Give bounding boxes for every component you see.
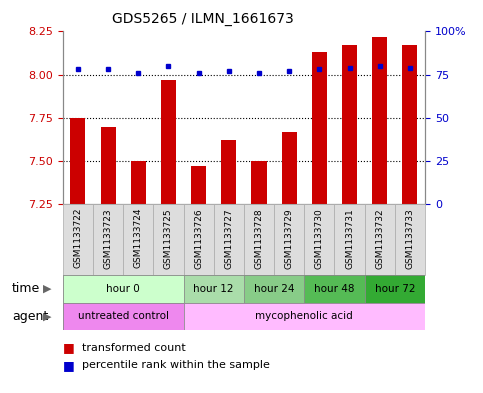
Bar (365, 204, 395, 275)
Bar (100, 127, 115, 204)
Bar (304, 204, 334, 275)
Bar (161, 80, 176, 204)
Bar (342, 45, 357, 204)
Bar (213, 204, 244, 275)
Bar (334, 204, 365, 275)
Text: ■: ■ (63, 341, 74, 354)
Bar (184, 303, 425, 330)
Bar (282, 132, 297, 204)
Bar (93, 204, 123, 275)
Bar (63, 204, 93, 275)
Bar (244, 204, 274, 275)
Text: GDS5265 / ILMN_1661673: GDS5265 / ILMN_1661673 (112, 12, 294, 26)
Text: mycophenolic acid: mycophenolic acid (256, 311, 353, 321)
Bar (395, 204, 425, 275)
Text: GSM1133722: GSM1133722 (73, 208, 83, 268)
Text: hour 24: hour 24 (254, 284, 294, 294)
Text: GSM1133728: GSM1133728 (255, 208, 264, 268)
Bar (154, 204, 184, 275)
Text: ■: ■ (63, 359, 74, 372)
Bar (184, 275, 244, 303)
Text: hour 12: hour 12 (194, 284, 234, 294)
Text: percentile rank within the sample: percentile rank within the sample (82, 360, 270, 371)
Bar (274, 204, 304, 275)
Bar (304, 275, 365, 303)
Text: transformed count: transformed count (82, 343, 186, 353)
Text: hour 48: hour 48 (314, 284, 355, 294)
Bar (191, 166, 206, 204)
Text: hour 0: hour 0 (106, 284, 140, 294)
Bar (123, 204, 154, 275)
Text: GSM1133727: GSM1133727 (224, 208, 233, 268)
Bar (372, 37, 387, 204)
Text: GSM1133723: GSM1133723 (103, 208, 113, 268)
Bar (63, 275, 184, 303)
Text: agent: agent (12, 310, 48, 323)
Bar (244, 275, 304, 303)
Bar (131, 161, 146, 204)
Text: GSM1133732: GSM1133732 (375, 208, 384, 268)
Bar (184, 204, 213, 275)
Text: GSM1133729: GSM1133729 (284, 208, 294, 268)
Text: hour 72: hour 72 (375, 284, 415, 294)
Text: ▶: ▶ (43, 284, 52, 294)
Bar (71, 118, 85, 204)
Bar (221, 140, 236, 204)
Text: ▶: ▶ (43, 311, 52, 321)
Text: GSM1133730: GSM1133730 (315, 208, 324, 269)
Text: GSM1133731: GSM1133731 (345, 208, 354, 269)
Text: untreated control: untreated control (78, 311, 169, 321)
Text: time: time (12, 282, 40, 296)
Bar (312, 52, 327, 204)
Text: GSM1133725: GSM1133725 (164, 208, 173, 268)
Bar (365, 275, 425, 303)
Text: GSM1133724: GSM1133724 (134, 208, 143, 268)
Text: GSM1133726: GSM1133726 (194, 208, 203, 268)
Text: GSM1133733: GSM1133733 (405, 208, 414, 269)
Bar (402, 45, 417, 204)
Bar (252, 161, 267, 204)
Bar (63, 303, 184, 330)
